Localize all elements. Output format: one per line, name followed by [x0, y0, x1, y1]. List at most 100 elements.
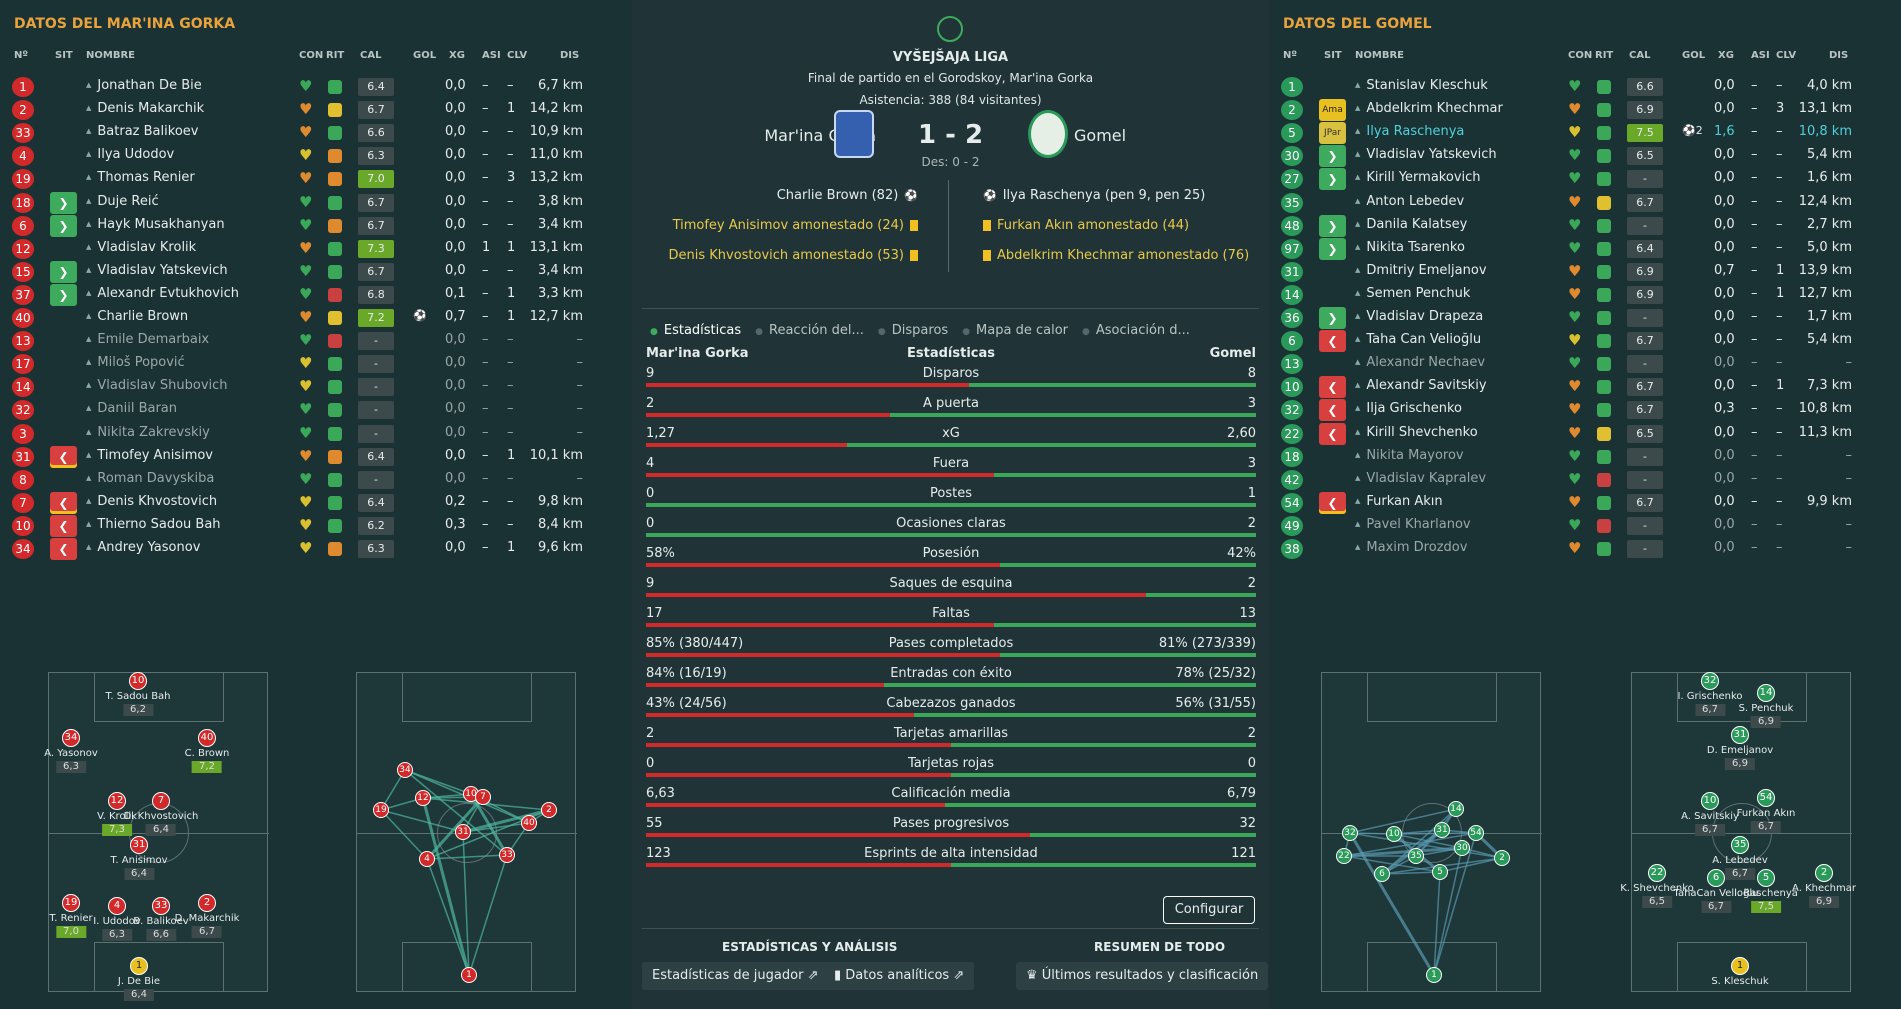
- table-row[interactable]: 49Pavel Kharlanov♥-0,0–––: [1269, 512, 1879, 540]
- match-event[interactable]: ⚽ Ilya Raschenya (pen 9, pen 25): [977, 188, 1205, 203]
- table-row[interactable]: 13Alexandr Nechaev♥-0,0–––: [1269, 350, 1879, 378]
- column-header-3[interactable]: CON: [1568, 50, 1593, 61]
- player-name[interactable]: Stanislav Kleschuk: [1355, 78, 1487, 93]
- player-name[interactable]: Ilya Udodov: [86, 147, 174, 162]
- lineup-player-marker[interactable]: 19: [62, 894, 80, 912]
- player-name[interactable]: Denis Khvostovich: [86, 494, 217, 509]
- table-row[interactable]: 97❯Nikita Tsarenko♥6.40,0––5,0 km: [1269, 235, 1879, 263]
- column-header-6[interactable]: GOL: [1682, 50, 1706, 61]
- results-button[interactable]: ♛ Últimos resultados y clasificación: [1016, 962, 1269, 990]
- column-header-1[interactable]: SIT: [1324, 50, 1342, 61]
- player-name[interactable]: Anton Lebedev: [1355, 194, 1464, 209]
- network-player-marker[interactable]: 40: [521, 815, 537, 831]
- network-player-marker[interactable]: 35: [1408, 848, 1424, 864]
- lineup-player-marker[interactable]: 31: [1731, 726, 1749, 744]
- table-row[interactable]: 6❯Hayk Musakhanyan♥6.70,0––3,4 km: [0, 212, 610, 240]
- column-header-0[interactable]: Nº: [1283, 50, 1298, 61]
- table-row[interactable]: 4Ilya Udodov♥6.30,0––11,0 km: [0, 142, 610, 170]
- table-row[interactable]: 1 Stanislav Kleschuk ♥ 6.6 0,0 – – 4,0 km: [1269, 73, 1879, 101]
- lineup-player-marker[interactable]: 1: [1731, 957, 1749, 975]
- network-player-marker[interactable]: 7: [475, 789, 491, 805]
- configure-button[interactable]: Configurar: [1163, 896, 1255, 924]
- player-name[interactable]: Daniil Baran: [86, 401, 177, 416]
- player-name[interactable]: Alexandr Evtukhovich: [86, 286, 239, 301]
- table-row[interactable]: 8Roman Davyskiba♥-0,0–––: [0, 466, 610, 494]
- player-name[interactable]: Duje Reić: [86, 194, 158, 209]
- player-name[interactable]: Vladislav Krolik: [86, 240, 196, 255]
- match-event[interactable]: Denis Khvostovich amonestado (53): [668, 248, 924, 263]
- table-row[interactable]: 42Vladislav Kapralev♥-0,0–––: [1269, 466, 1879, 494]
- player-name[interactable]: Kirill Yermakovich: [1355, 170, 1480, 185]
- player-name[interactable]: Thierno Sadou Bah: [86, 517, 220, 532]
- network-player-marker[interactable]: 22: [1336, 848, 1352, 864]
- table-row[interactable]: 34 ❮ Andrey Yasonov ♥ 6.3 0,0 – 1 9,6 km: [0, 535, 610, 563]
- away-team-name[interactable]: Gomel: [1074, 126, 1127, 145]
- network-player-marker[interactable]: 19: [373, 802, 389, 818]
- lineup-player-marker[interactable]: 1: [130, 957, 148, 975]
- player-name[interactable]: Nikita Zakrevskiy: [86, 425, 209, 440]
- table-row[interactable]: 32Daniil Baran♥-0,0–––: [0, 396, 610, 424]
- table-row[interactable]: 35Anton Lebedev♥6.70,0––12,4 km: [1269, 189, 1879, 217]
- network-player-marker[interactable]: 12: [415, 790, 431, 806]
- player-name[interactable]: Maxim Drozdov: [1355, 540, 1467, 555]
- player-name[interactable]: Abdelkrim Khechmar: [1355, 101, 1502, 116]
- network-player-marker[interactable]: 31: [1434, 822, 1450, 838]
- table-row[interactable]: 37 ❯ Alexandr Evtukhovich ♥ 6.8 0,1– 1 3,3 km: [0, 281, 610, 309]
- network-player-marker[interactable]: 32: [1342, 825, 1358, 841]
- lineup-player-marker[interactable]: 6: [1707, 869, 1725, 887]
- player-name[interactable]: Thomas Renier: [86, 170, 194, 185]
- network-player-marker[interactable]: 4: [419, 851, 435, 867]
- table-row[interactable]: 7❮Denis Khvostovich♥6.40,2––9,8 km: [0, 489, 610, 517]
- match-event[interactable]: Abdelkrim Khechmar amonestado (76): [977, 248, 1249, 263]
- column-header-3[interactable]: CON: [299, 50, 324, 61]
- lineup-player-marker[interactable]: 14: [1757, 684, 1775, 702]
- tab-4[interactable]: Asociación d...: [1082, 323, 1190, 338]
- lineup-player-marker[interactable]: 10: [129, 672, 147, 690]
- player-name[interactable]: Vladislav Yatskevich: [1355, 147, 1496, 162]
- column-header-7[interactable]: XG: [449, 50, 465, 61]
- player-name[interactable]: Roman Davyskiba: [86, 471, 214, 486]
- table-row[interactable]: 2 Ama Abdelkrim Khechmar ♥ 6.9 0,0– 3 13,1 km: [1269, 96, 1879, 124]
- tab-0[interactable]: Estadísticas: [650, 323, 741, 338]
- column-header-4[interactable]: RIT: [1595, 50, 1614, 61]
- player-name[interactable]: Jonathan De Bie: [86, 78, 201, 93]
- player-stats-button[interactable]: Estadísticas de jugador ⇗: [642, 962, 829, 990]
- column-header-9[interactable]: CLV: [507, 50, 528, 61]
- match-event[interactable]: Timofey Anisimov amonestado (24): [673, 218, 924, 233]
- home-crest-icon[interactable]: [834, 110, 874, 158]
- player-name[interactable]: Nikita Tsarenko: [1355, 240, 1465, 255]
- column-header-1[interactable]: SIT: [55, 50, 73, 61]
- player-name[interactable]: Pavel Kharlanov: [1355, 517, 1470, 532]
- player-name[interactable]: Vladislav Shubovich: [86, 378, 227, 393]
- network-player-marker[interactable]: 2: [541, 802, 557, 818]
- table-row[interactable]: 10 ❮ Alexandr Savitskiy ♥ 6.7 0,0– 1 7,3 km: [1269, 373, 1879, 401]
- table-row[interactable]: 10❮Thierno Sadou Bah♥6.20,3––8,4 km: [0, 512, 610, 540]
- lineup-player-marker[interactable]: 32: [1701, 672, 1719, 690]
- player-name[interactable]: Kirill Shevchenko: [1355, 425, 1477, 440]
- column-header-5[interactable]: CAL: [1629, 50, 1651, 61]
- player-name[interactable]: Dmitriy Emeljanov: [1355, 263, 1486, 278]
- table-row[interactable]: 3Nikita Zakrevskiy♥-0,0–––: [0, 420, 610, 448]
- lineup-player-marker[interactable]: 2: [198, 894, 216, 912]
- table-row[interactable]: 27❯Kirill Yermakovich♥-0,0––1,6 km: [1269, 165, 1879, 193]
- player-name[interactable]: Vladislav Kapralev: [1355, 471, 1486, 486]
- player-name[interactable]: Ilja Grischenko: [1355, 401, 1462, 416]
- table-row[interactable]: 15❯Vladislav Yatskevich♥6.70,0––3,4 km: [0, 258, 610, 286]
- table-row[interactable]: 2 Denis Makarchik ♥ 6.7 0,0– 1 14,2 km: [0, 96, 610, 124]
- player-name[interactable]: Danila Kalatsey: [1355, 217, 1467, 232]
- player-name[interactable]: Charlie Brown: [86, 309, 188, 324]
- table-row[interactable]: 36 ❯ Vladislav Drapeza ♥ - 0,0 – – 1,7 km: [1269, 304, 1879, 332]
- lineup-player-marker[interactable]: 33: [152, 897, 170, 915]
- table-row[interactable]: 31 ❮ Timofey Anisimov ♥ 6.4 0,0– 1 10,1 km: [0, 443, 610, 471]
- table-row[interactable]: 32❮Ilja Grischenko♥6.70,3––10,8 km: [1269, 396, 1879, 424]
- analytics-button[interactable]: ▮ Datos analíticos ⇗: [824, 962, 975, 990]
- column-header-8[interactable]: ASI: [482, 50, 501, 61]
- column-header-10[interactable]: DIS: [1829, 50, 1849, 61]
- column-header-2[interactable]: NOMBRE: [1355, 50, 1404, 61]
- lineup-player-marker[interactable]: 54: [1757, 789, 1775, 807]
- table-row[interactable]: 54❮Furkan Akın♥6.70,0––9,9 km: [1269, 489, 1879, 517]
- player-name[interactable]: Denis Makarchik: [86, 101, 204, 116]
- network-player-marker[interactable]: 31: [455, 824, 471, 840]
- player-name[interactable]: Taha Can Velioğlu: [1355, 332, 1481, 347]
- table-row[interactable]: 18❯Duje Reić♥6.70,0––3,8 km: [0, 189, 610, 217]
